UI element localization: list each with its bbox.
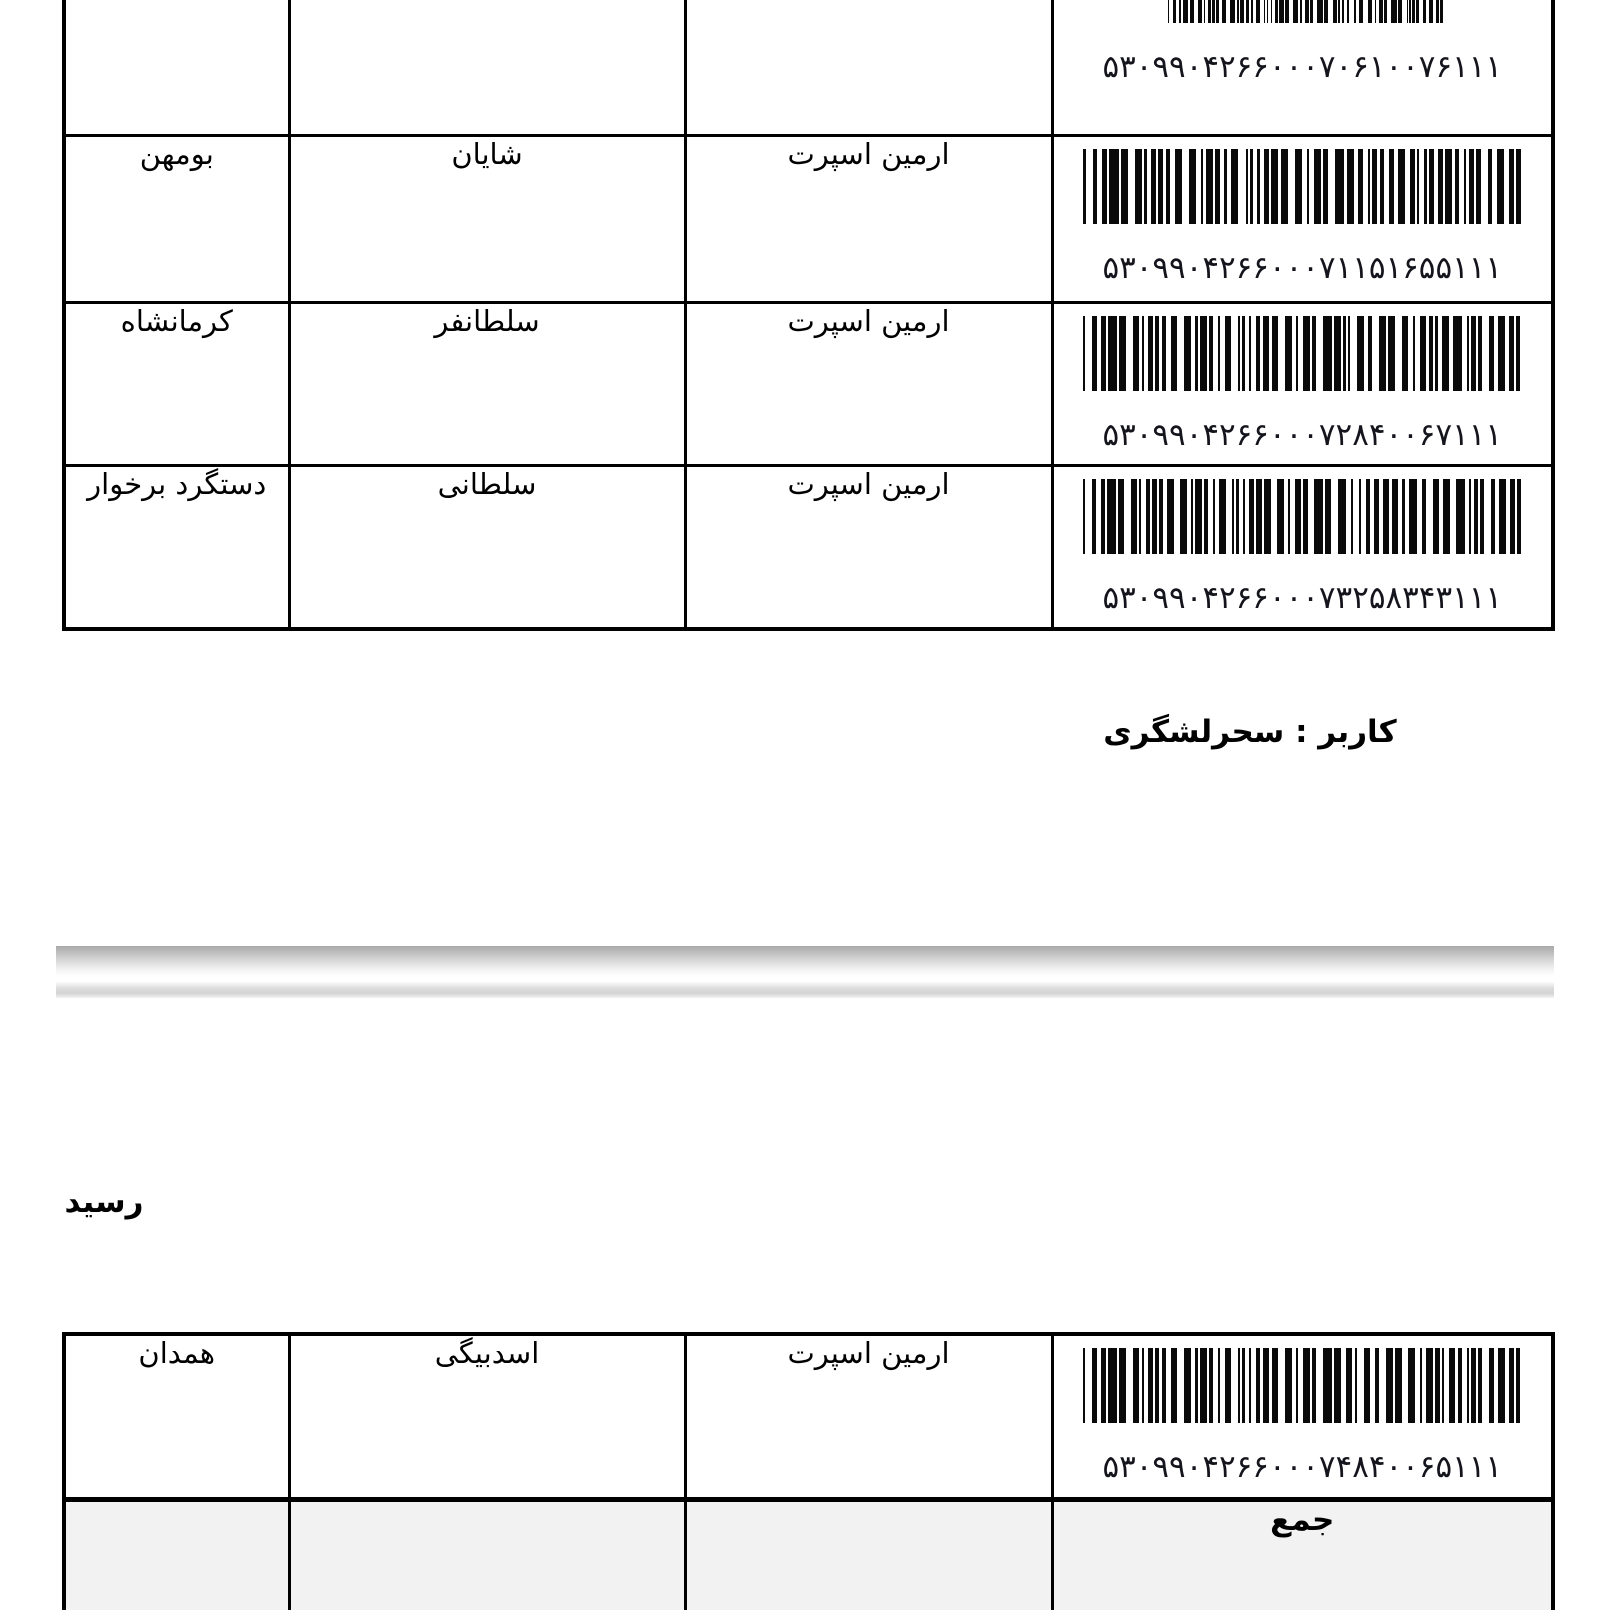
barcode-cell: ۵۳۰۹۹۰۴۲۶۶۰۰۰۷۲۸۴۰۰۶۷۱۱۱ bbox=[1050, 300, 1555, 467]
table-row: بومهن شایان ارمین اسپرت ۵۳۰۹۹۰۴۲۶۶۰۰۰۷۱۱… bbox=[62, 133, 1555, 304]
barcode-number: ۵۳۰۹۹۰۴۲۶۶۰۰۰۷۳۲۵۸۳۴۳۱۱۱ bbox=[1102, 579, 1503, 616]
barcode-cell: ۵۳۰۹۹۰۴۲۶۶۰۰۰۷۱۱۵۱۶۵۵۱۱۱ bbox=[1050, 133, 1555, 304]
receipt-heading: رسید bbox=[64, 1184, 144, 1220]
barcode-number: ۵۳۰۹۹۰۴۲۶۶۰۰۰۷۰۶۱۰۰۷۶۱۱۱ bbox=[1102, 49, 1503, 85]
shipment-table: ۵۳۰۹۹۰۴۲۶۶۰۰۰۷۰۶۱۰۰۷۶۱۱۱ بومهن شایان ارم… bbox=[62, 0, 1555, 631]
receipt-table: همدان اسدبیگی ارمین اسپرت ۵۳۰۹۹۰۴۲۶۶۰۰۰۷… bbox=[62, 1332, 1555, 1610]
company-cell: ارمین اسپرت bbox=[683, 1332, 1054, 1501]
city-cell: کرمانشاه bbox=[62, 300, 291, 467]
city-cell: همدان bbox=[62, 1332, 291, 1501]
table-row: کرمانشاه سلطانفر ارمین اسپرت ۵۳۰۹۹۰۴۲۶۶۰… bbox=[62, 300, 1555, 467]
name-cell: سلطانی bbox=[287, 463, 687, 631]
total-row: جمع bbox=[62, 1496, 1555, 1610]
total-label: جمع bbox=[1050, 1496, 1555, 1610]
user-caption: کاربر : سحرلشگری bbox=[1103, 714, 1397, 750]
company-cell: ارمین اسپرت bbox=[683, 133, 1054, 304]
company-cell: ارمین اسپرت bbox=[683, 300, 1054, 467]
city-cell: دستگرد برخوار bbox=[62, 463, 291, 631]
barcode-number: ۵۳۰۹۹۰۴۲۶۶۰۰۰۷۴۸۴۰۰۶۵۱۱۱ bbox=[1102, 1449, 1503, 1485]
barcode-image bbox=[1083, 148, 1521, 224]
barcode-image bbox=[1167, 0, 1445, 23]
total-empty-cell bbox=[683, 1496, 1054, 1610]
company-cell bbox=[683, 0, 1054, 137]
barcode-image bbox=[1083, 1348, 1521, 1423]
barcode-number: ۵۳۰۹۹۰۴۲۶۶۰۰۰۷۲۸۴۰۰۶۷۱۱۱ bbox=[1102, 416, 1503, 453]
page-divider-shadow bbox=[56, 982, 1554, 998]
page-divider bbox=[56, 946, 1554, 975]
barcode-image bbox=[1083, 478, 1521, 554]
city-cell: بومهن bbox=[62, 133, 291, 304]
name-cell: سلطانفر bbox=[287, 300, 687, 467]
name-cell: اسدبیگی bbox=[287, 1332, 687, 1501]
table-row: دستگرد برخوار سلطانی ارمین اسپرت ۵۳۰۹۹۰۴… bbox=[62, 463, 1555, 631]
barcode-number: ۵۳۰۹۹۰۴۲۶۶۰۰۰۷۱۱۵۱۶۵۵۱۱۱ bbox=[1102, 249, 1503, 286]
name-cell: شایان bbox=[287, 133, 687, 304]
barcode-cell: ۵۳۰۹۹۰۴۲۶۶۰۰۰۷۳۲۵۸۳۴۳۱۱۱ bbox=[1050, 463, 1555, 631]
table-row: همدان اسدبیگی ارمین اسپرت ۵۳۰۹۹۰۴۲۶۶۰۰۰۷… bbox=[62, 1332, 1555, 1501]
name-cell bbox=[287, 0, 687, 137]
company-cell: ارمین اسپرت bbox=[683, 463, 1054, 631]
city-cell bbox=[62, 0, 291, 137]
total-empty-cell bbox=[62, 1496, 291, 1610]
barcode-cell: ۵۳۰۹۹۰۴۲۶۶۰۰۰۷۴۸۴۰۰۶۵۱۱۱ bbox=[1050, 1332, 1555, 1501]
total-empty-cell bbox=[287, 1496, 687, 1610]
barcode-image bbox=[1083, 315, 1521, 391]
barcode-cell: ۵۳۰۹۹۰۴۲۶۶۰۰۰۷۰۶۱۰۰۷۶۱۱۱ bbox=[1050, 0, 1555, 137]
table-row: ۵۳۰۹۹۰۴۲۶۶۰۰۰۷۰۶۱۰۰۷۶۱۱۱ bbox=[62, 0, 1555, 137]
